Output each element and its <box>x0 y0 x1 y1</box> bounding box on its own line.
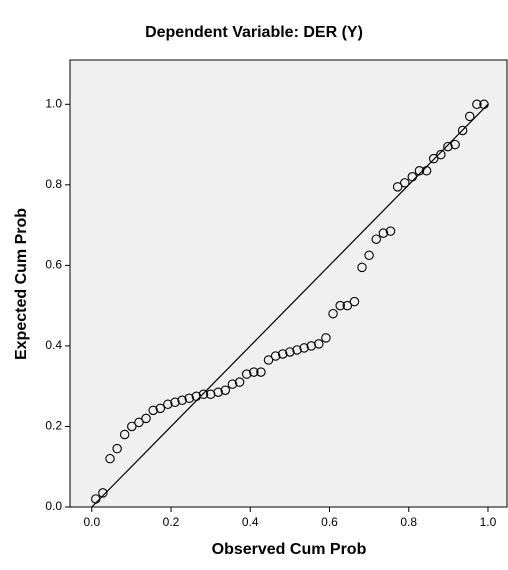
point <box>278 349 288 359</box>
y-tick-label: 0.2 <box>45 419 62 433</box>
point <box>234 377 245 387</box>
y-tick-label: 0.8 <box>45 177 62 191</box>
point <box>270 351 281 361</box>
point <box>155 403 166 414</box>
point <box>443 141 453 152</box>
point <box>414 165 425 176</box>
point <box>299 343 309 353</box>
point <box>321 333 331 343</box>
point <box>364 250 374 261</box>
point <box>127 421 137 432</box>
point <box>170 397 180 408</box>
point <box>472 99 482 110</box>
point <box>371 234 382 244</box>
point <box>342 300 353 311</box>
y-tick-label: 0.6 <box>45 258 62 272</box>
point <box>285 347 295 357</box>
x-tick-label: 0.6 <box>321 515 338 529</box>
point <box>105 453 115 464</box>
point <box>191 391 202 402</box>
point <box>385 226 396 236</box>
point <box>378 228 389 238</box>
point <box>450 139 460 150</box>
point <box>292 345 302 355</box>
x-tick-label: 0.2 <box>163 515 180 529</box>
point <box>220 385 231 395</box>
point <box>241 369 252 379</box>
point <box>436 149 446 160</box>
y-tick-label: 0.0 <box>45 499 62 513</box>
point <box>213 387 223 397</box>
point <box>328 308 338 319</box>
point <box>335 300 345 311</box>
point <box>407 172 418 182</box>
point <box>357 262 367 273</box>
x-tick-label: 0.8 <box>400 515 417 529</box>
point <box>112 443 122 454</box>
x-tick-label: 1.0 <box>480 515 497 529</box>
y-tick-label: 0.4 <box>45 338 62 352</box>
point <box>119 429 130 440</box>
point <box>349 296 360 307</box>
point <box>177 395 187 406</box>
y-tick-label: 1.0 <box>45 96 62 110</box>
point <box>184 393 195 404</box>
y-axis-label: Expected Cum Prob <box>13 208 30 360</box>
point <box>98 488 108 498</box>
point <box>392 182 403 192</box>
chart-title: Dependent Variable: DER (Y) <box>145 24 363 41</box>
point <box>134 417 144 428</box>
point <box>227 379 238 389</box>
point <box>457 125 468 136</box>
point <box>249 367 259 377</box>
point <box>465 111 475 122</box>
point <box>198 389 209 399</box>
plot-area <box>69 59 508 508</box>
point <box>428 153 439 164</box>
x-axis-label: Observed Cum Prob <box>212 541 367 558</box>
point <box>141 413 151 424</box>
point <box>263 355 274 365</box>
point <box>400 178 410 188</box>
point <box>314 339 324 349</box>
point <box>91 494 101 504</box>
point <box>163 399 173 410</box>
point <box>479 99 489 110</box>
x-tick-label: 0.0 <box>83 515 100 529</box>
point <box>421 165 432 176</box>
point <box>256 367 266 377</box>
x-tick-label: 0.4 <box>242 515 259 529</box>
point <box>148 405 158 416</box>
